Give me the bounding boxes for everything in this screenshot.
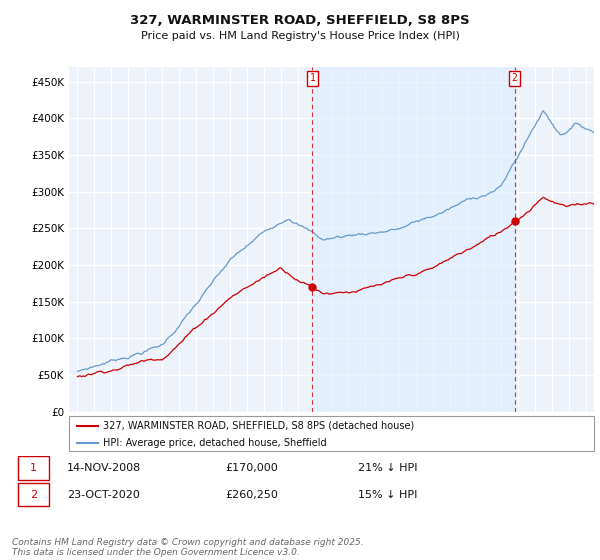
FancyBboxPatch shape <box>18 456 49 480</box>
Text: 327, WARMINSTER ROAD, SHEFFIELD, S8 8PS (detached house): 327, WARMINSTER ROAD, SHEFFIELD, S8 8PS … <box>103 421 415 431</box>
Text: 1: 1 <box>310 73 316 83</box>
Bar <box>313 67 515 412</box>
Text: 21% ↓ HPI: 21% ↓ HPI <box>358 463 417 473</box>
Text: £260,250: £260,250 <box>225 489 278 500</box>
Text: 2: 2 <box>512 73 518 83</box>
Text: 23-OCT-2020: 23-OCT-2020 <box>67 489 140 500</box>
Text: Price paid vs. HM Land Registry's House Price Index (HPI): Price paid vs. HM Land Registry's House … <box>140 31 460 41</box>
FancyBboxPatch shape <box>18 483 49 506</box>
Text: £170,000: £170,000 <box>225 463 278 473</box>
Text: 1: 1 <box>30 463 37 473</box>
Text: 14-NOV-2008: 14-NOV-2008 <box>67 463 141 473</box>
Text: HPI: Average price, detached house, Sheffield: HPI: Average price, detached house, Shef… <box>103 438 327 448</box>
FancyBboxPatch shape <box>69 416 594 451</box>
Text: 2: 2 <box>30 489 37 500</box>
Text: 327, WARMINSTER ROAD, SHEFFIELD, S8 8PS: 327, WARMINSTER ROAD, SHEFFIELD, S8 8PS <box>130 14 470 27</box>
Text: 15% ↓ HPI: 15% ↓ HPI <box>358 489 417 500</box>
Text: Contains HM Land Registry data © Crown copyright and database right 2025.
This d: Contains HM Land Registry data © Crown c… <box>12 538 364 557</box>
